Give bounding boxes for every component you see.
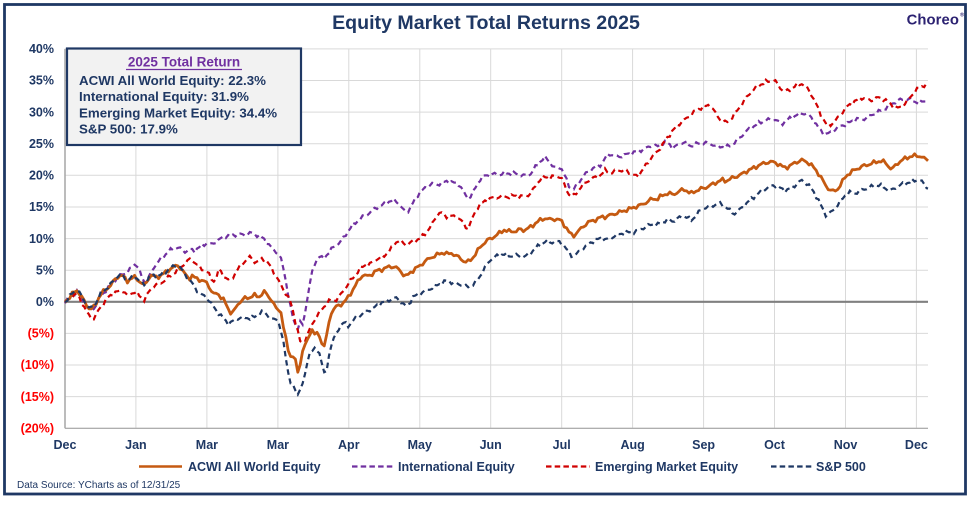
- svg-text:Nov: Nov: [834, 438, 858, 452]
- svg-text:International Equity: 31.9%: International Equity: 31.9%: [79, 89, 249, 104]
- svg-text:Equity Market Total Returns 20: Equity Market Total Returns 2025: [332, 12, 640, 34]
- svg-text:Mar: Mar: [196, 438, 218, 452]
- svg-text:10%: 10%: [29, 232, 54, 246]
- svg-text:May: May: [408, 438, 432, 452]
- svg-text:S&P 500: S&P 500: [816, 460, 866, 474]
- svg-text:40%: 40%: [29, 42, 54, 56]
- svg-text:0%: 0%: [36, 295, 54, 309]
- svg-text:Emerging Market Equity: 34.4%: Emerging Market Equity: 34.4%: [79, 105, 277, 120]
- svg-text:Apr: Apr: [338, 438, 360, 452]
- svg-text:Data Source: YCharts as of 12/: Data Source: YCharts as of 12/31/25: [17, 480, 181, 491]
- svg-text:(10%): (10%): [21, 358, 54, 372]
- svg-text:2025 Total Return: 2025 Total Return: [128, 55, 240, 70]
- svg-text:ACWI All World Equity: ACWI All World Equity: [188, 460, 321, 474]
- svg-text:International Equity: International Equity: [398, 460, 515, 474]
- svg-text:Mar: Mar: [267, 438, 289, 452]
- svg-text:Jan: Jan: [125, 438, 147, 452]
- svg-text:Choreo: Choreo: [907, 13, 959, 29]
- svg-text:S&P 500: 17.9%: S&P 500: 17.9%: [79, 122, 178, 137]
- svg-text:Dec: Dec: [905, 438, 928, 452]
- svg-text:(20%): (20%): [21, 422, 54, 436]
- svg-text:Jul: Jul: [553, 438, 571, 452]
- svg-text:20%: 20%: [29, 169, 54, 183]
- svg-text:Sep: Sep: [692, 438, 715, 452]
- svg-text:ACWI All World Equity: 22.3%: ACWI All World Equity: 22.3%: [79, 73, 266, 88]
- svg-text:Emerging Market Equity: Emerging Market Equity: [595, 460, 738, 474]
- svg-text:Dec: Dec: [54, 438, 77, 452]
- svg-text:(5%): (5%): [28, 327, 54, 341]
- svg-text:25%: 25%: [29, 137, 54, 151]
- svg-text:15%: 15%: [29, 200, 54, 214]
- svg-text:Aug: Aug: [620, 438, 644, 452]
- svg-text:®: ®: [960, 12, 964, 19]
- svg-text:(15%): (15%): [21, 390, 54, 404]
- svg-text:35%: 35%: [29, 74, 54, 88]
- svg-text:Oct: Oct: [764, 438, 786, 452]
- svg-text:30%: 30%: [29, 105, 54, 119]
- svg-text:Jun: Jun: [480, 438, 502, 452]
- svg-text:5%: 5%: [36, 263, 54, 277]
